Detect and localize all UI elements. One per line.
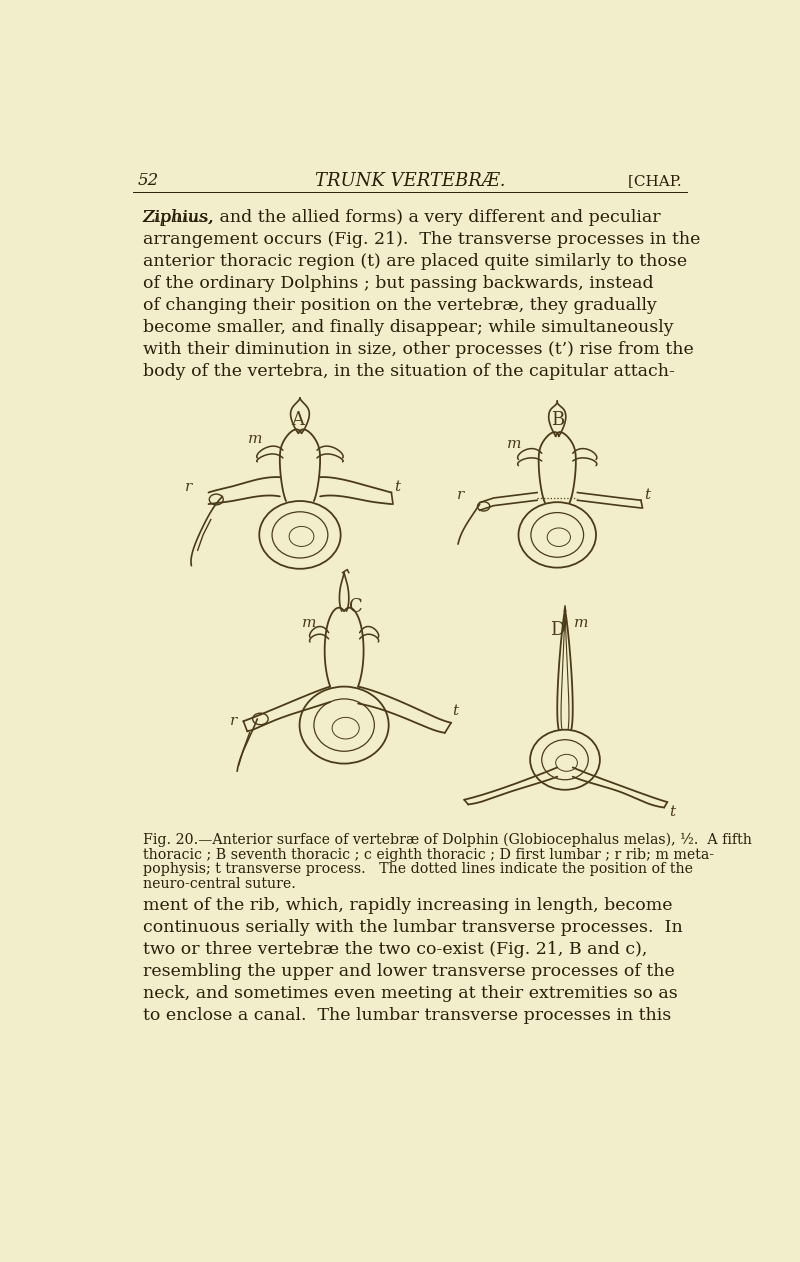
Text: t: t [644,488,650,502]
Text: t: t [670,805,676,819]
Text: m: m [248,432,262,445]
Text: neck, and sometimes even meeting at their extremities so as: neck, and sometimes even meeting at thei… [142,984,678,1002]
Text: to enclose a canal.  The lumbar transverse processes in this: to enclose a canal. The lumbar transvers… [142,1007,671,1023]
Text: resembling the upper and lower transverse processes of the: resembling the upper and lower transvers… [142,963,674,979]
Text: m: m [507,437,522,451]
Text: Ziphius, and the allied forms) a very different and peculiar: Ziphius, and the allied forms) a very di… [142,209,660,226]
Text: Ziphius,: Ziphius, [142,209,214,226]
Text: r: r [230,714,237,728]
Text: D: D [550,621,565,639]
Text: r: r [186,480,193,495]
Text: B: B [550,411,564,429]
Text: neuro-central suture.: neuro-central suture. [142,877,295,891]
Text: Fig. 20.—Anterior surface of vertebræ of Dolphin (Globiocephalus melas), ½.  A f: Fig. 20.—Anterior surface of vertebræ of… [142,833,751,847]
Text: ment of the rib, which, rapidly increasing in length, become: ment of the rib, which, rapidly increasi… [142,897,672,914]
Text: [CHAP.: [CHAP. [628,174,687,188]
Text: A: A [291,411,304,429]
Text: 52: 52 [138,172,158,189]
Text: TRUNK VERTEBRÆ.: TRUNK VERTEBRÆ. [314,172,506,189]
Text: arrangement occurs (Fig. 21).  The transverse processes in the: arrangement occurs (Fig. 21). The transv… [142,231,700,249]
Text: C: C [349,598,362,616]
Text: of changing their position on the vertebræ, they gradually: of changing their position on the verteb… [142,297,657,314]
Text: r: r [457,488,464,502]
Text: m: m [574,616,589,630]
Text: m: m [302,616,317,631]
Text: thoracic ; B seventh thoracic ; c eighth thoracic ; D first lumbar ; r rib; m me: thoracic ; B seventh thoracic ; c eighth… [142,848,714,862]
Text: anterior thoracic region (t) are placed quite similarly to those: anterior thoracic region (t) are placed … [142,254,686,270]
Text: body of the vertebra, in the situation of the capitular attach-: body of the vertebra, in the situation o… [142,362,674,380]
Text: with their diminution in size, other processes (t’) rise from the: with their diminution in size, other pro… [142,341,694,358]
Text: become smaller, and finally disappear; while simultaneously: become smaller, and finally disappear; w… [142,319,674,336]
Text: of the ordinary Dolphins ; but passing backwards, instead: of the ordinary Dolphins ; but passing b… [142,275,654,292]
Text: continuous serially with the lumbar transverse processes.  In: continuous serially with the lumbar tran… [142,919,682,935]
Text: t: t [394,480,401,495]
Text: pophysis; t transverse process.   The dotted lines indicate the position of the: pophysis; t transverse process. The dott… [142,862,693,876]
Text: two or three vertebræ the two co-exist (Fig. 21, B and c),: two or three vertebræ the two co-exist (… [142,940,647,958]
Text: t: t [453,704,458,718]
